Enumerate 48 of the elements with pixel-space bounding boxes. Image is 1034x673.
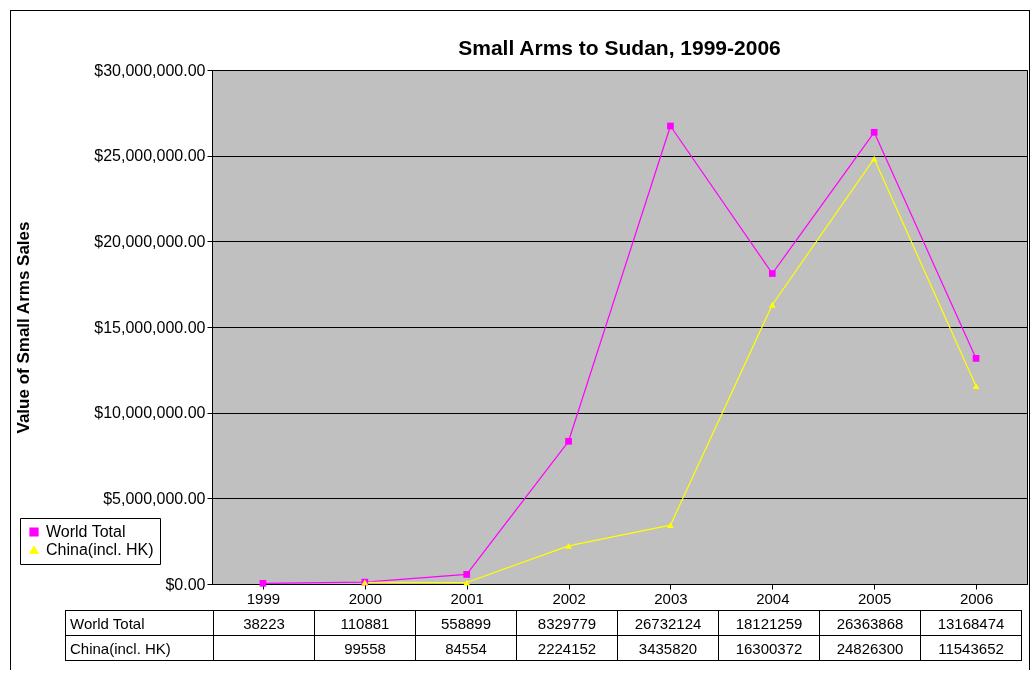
y-axis-title: Value of Small Arms Sales — [13, 221, 33, 434]
x-tick-label: 2006 — [959, 589, 994, 607]
point — [463, 571, 471, 578]
data-label: 38223 — [213, 610, 315, 636]
point — [565, 542, 572, 549]
point — [667, 122, 674, 130]
data-label: 26732124 — [617, 610, 719, 636]
point — [972, 383, 980, 390]
y-tick-label: $20,000,000.00 — [94, 232, 206, 250]
point — [972, 355, 980, 362]
y-tick-label: $5,000,000.00 — [103, 489, 206, 507]
data-label: 18121259 — [718, 610, 820, 636]
data-label: 3435820 — [617, 635, 719, 661]
data-label: 8329779 — [516, 610, 618, 636]
point — [667, 522, 674, 529]
x-tick-label: 2000 — [348, 589, 382, 607]
data-label: 84554 — [415, 635, 517, 661]
point — [768, 270, 776, 277]
y-tick-label: $15,000,000.00 — [94, 318, 206, 336]
y-tick-label: $10,000,000.00 — [94, 404, 206, 422]
data-label: 558899 — [415, 610, 517, 636]
data-label: 13168474 — [920, 610, 1022, 636]
x-tick-label: 2005 — [858, 589, 892, 607]
y-tick-label: $0.00 — [165, 575, 206, 593]
point — [870, 128, 878, 136]
chart-title: Small Arms to Sudan, 1999-2006 — [458, 36, 781, 59]
data-label: 110881 — [314, 610, 416, 636]
data-label: 2224152 — [516, 635, 618, 661]
legend-label: World Total — [46, 523, 126, 540]
text: China(incl. HK) — [70, 639, 171, 657]
point — [565, 437, 572, 445]
y-tick-label: $25,000,000.00 — [94, 147, 206, 165]
text: World Total — [70, 614, 145, 632]
x-tick-label: 1999 — [246, 589, 281, 607]
data-label: 11543652 — [920, 635, 1022, 661]
data-label: 26363868 — [819, 610, 921, 636]
x-tick-label: 2002 — [552, 589, 586, 607]
y-tick-label: $30,000,000.00 — [94, 61, 206, 79]
point — [870, 155, 878, 162]
point — [768, 301, 776, 308]
x-tick-label: 2004 — [756, 589, 790, 607]
x-tick-label: 2001 — [450, 589, 484, 607]
data-label: 24826300 — [819, 635, 921, 661]
data-label: 99558 — [314, 635, 416, 661]
legend-label: China(incl. HK) — [46, 541, 154, 558]
point — [259, 579, 267, 587]
data-label: 16300372 — [718, 635, 820, 661]
x-tick-label: 2003 — [654, 589, 688, 607]
